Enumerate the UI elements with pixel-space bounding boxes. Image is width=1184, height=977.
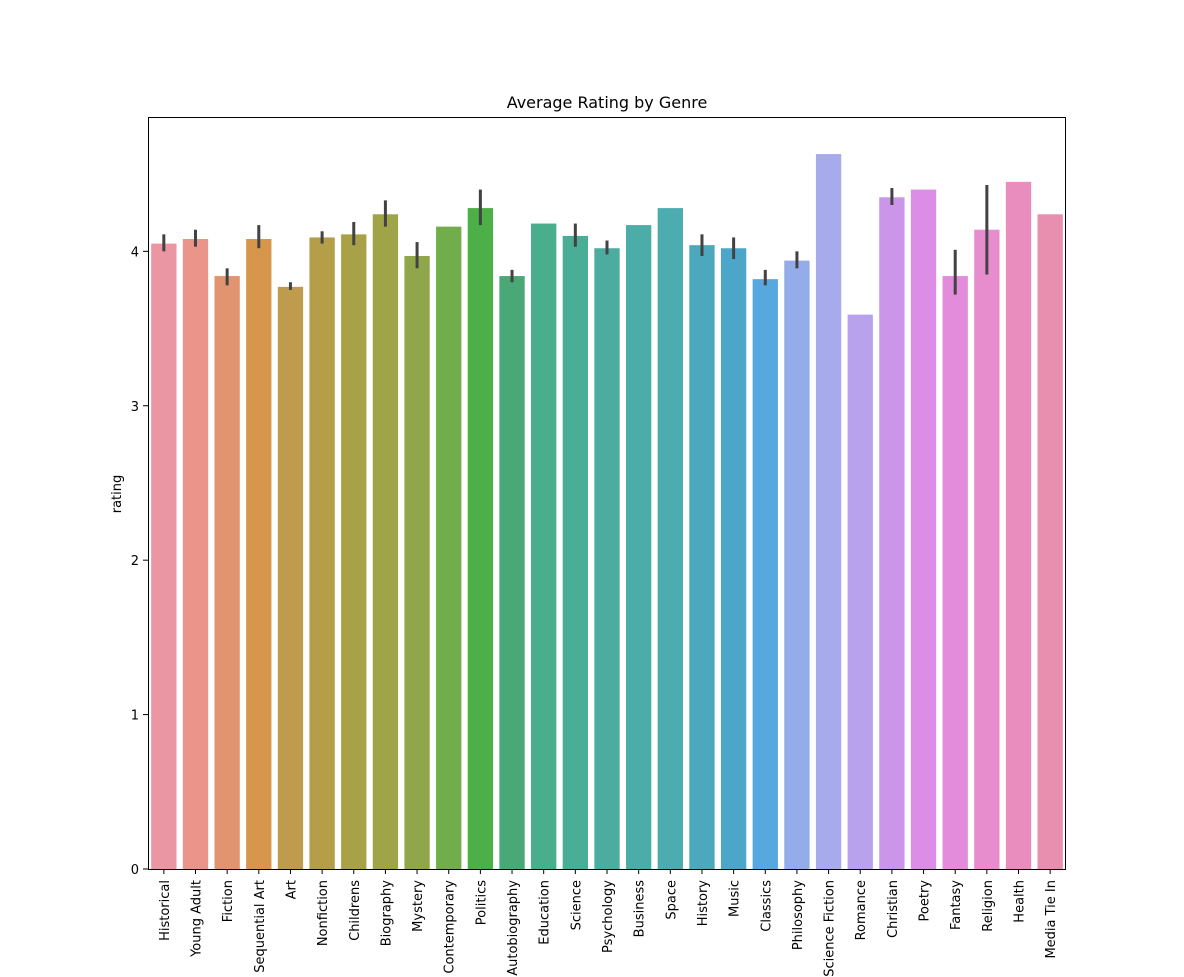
x-tick-label: Politics	[474, 880, 489, 925]
error-bars-group	[162, 184, 989, 295]
x-tick-label: Science Fiction	[823, 880, 838, 977]
bar	[309, 237, 335, 869]
bar	[404, 255, 430, 870]
y-tick-label: 2	[131, 554, 139, 569]
x-tick-label: Education	[538, 880, 553, 945]
bar	[341, 234, 367, 870]
x-tick-label: Fantasy	[949, 880, 964, 930]
x-tick-label: Sequential Art	[253, 880, 268, 973]
x-tick-label: Childrens	[348, 880, 363, 941]
bar	[214, 276, 240, 869]
bar	[151, 243, 177, 869]
x-tick-label: Philosophy	[791, 880, 806, 950]
bar	[752, 279, 778, 869]
x-tick-label: Autobiography	[506, 880, 521, 976]
bar	[531, 223, 557, 870]
x-tick-label: Christian	[886, 880, 901, 938]
x-axis: Historical Young Adult Fiction Sequential A…	[158, 869, 1059, 977]
x-tick-label: Nonfiction	[316, 880, 331, 946]
bar	[436, 226, 462, 869]
x-tick-label: Business	[633, 880, 648, 938]
x-tick-label: Art	[284, 880, 299, 899]
x-tick-label: Romance	[854, 880, 869, 940]
x-tick-label: Young Adult	[189, 880, 204, 958]
bar	[562, 235, 588, 869]
bar	[1005, 181, 1032, 870]
bar	[879, 197, 905, 870]
bar	[974, 229, 1000, 870]
x-tick-label: Health	[1013, 880, 1028, 923]
bar	[910, 189, 937, 869]
bar	[847, 314, 873, 869]
x-tick-label: Poetry	[918, 880, 933, 922]
plot-frame	[148, 117, 1066, 870]
x-tick-label: Biography	[379, 880, 394, 947]
x-tick-label: Historical	[158, 880, 173, 941]
bar	[277, 286, 304, 869]
bar	[657, 208, 683, 870]
x-tick-label: Space	[664, 880, 679, 920]
bar	[499, 276, 525, 869]
x-tick-label: Fiction	[221, 880, 236, 922]
x-tick-label: Religion	[981, 880, 996, 932]
x-tick-label: Media Tie In	[1044, 880, 1059, 959]
x-tick-label: History	[696, 880, 711, 927]
x-tick-label: Psychology	[601, 880, 616, 953]
y-tick-label: 1	[131, 709, 139, 724]
bar	[372, 214, 399, 869]
bar	[942, 276, 968, 869]
x-tick-label: Music	[728, 880, 743, 917]
x-tick-label: Mystery	[411, 880, 426, 932]
bar	[720, 248, 747, 869]
y-tick-label: 3	[131, 400, 139, 415]
bar	[246, 238, 272, 870]
bar	[815, 154, 842, 869]
y-tick-label: 4	[131, 245, 139, 260]
y-axis: 0 1 2 3 4	[131, 245, 148, 878]
bar	[594, 248, 620, 869]
y-axis-label: rating	[110, 475, 125, 514]
bar	[689, 245, 715, 869]
chart-title: Average Rating by Genre	[507, 93, 708, 112]
bar	[182, 238, 209, 870]
bars-group	[151, 154, 1063, 870]
bar	[625, 225, 652, 870]
y-tick-label: 0	[131, 863, 139, 878]
x-tick-label: Science	[569, 880, 584, 930]
x-tick-label: Classics	[759, 880, 774, 932]
bar	[467, 208, 494, 870]
bar	[784, 260, 810, 869]
bar	[1037, 214, 1063, 869]
x-tick-label: Contemporary	[443, 880, 458, 974]
